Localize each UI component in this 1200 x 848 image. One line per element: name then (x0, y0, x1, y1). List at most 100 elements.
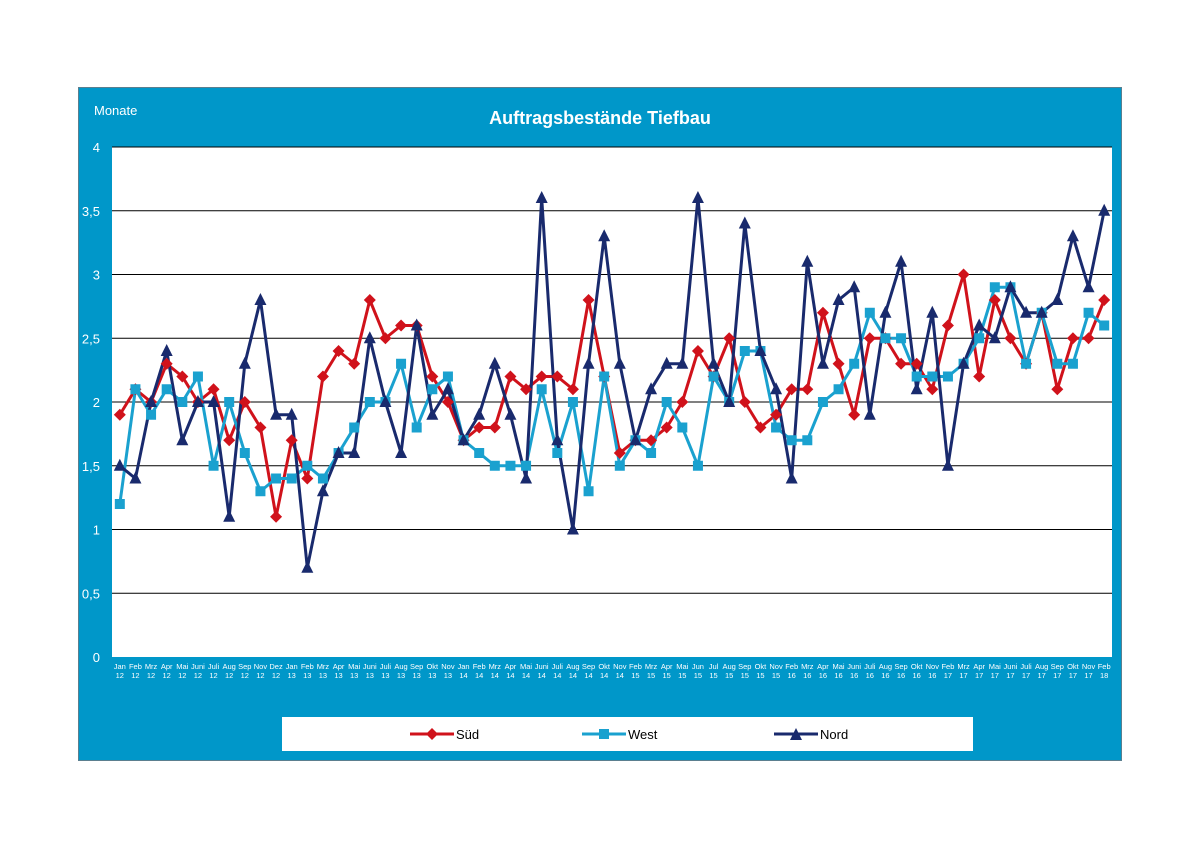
x-tick-label: 16 (834, 671, 842, 680)
data-point-nord (785, 471, 798, 484)
x-tick-label: Feb (785, 662, 798, 671)
data-point-sued (316, 370, 329, 383)
series-markers (113, 191, 1111, 573)
data-point-west (161, 384, 172, 395)
x-tick-label: 16 (881, 671, 889, 680)
data-point-nord (160, 344, 173, 356)
data-point-west (364, 397, 375, 407)
x-tick-label: 12 (163, 671, 171, 680)
data-point-sued (770, 408, 783, 421)
data-point-west (286, 473, 297, 484)
data-point-nord (176, 433, 189, 446)
data-point-nord (551, 433, 564, 446)
data-point-sued (738, 396, 751, 408)
x-tick-label: Mai (520, 662, 532, 671)
data-point-west (349, 422, 360, 433)
data-point-sued (910, 357, 923, 370)
data-point-west (1021, 358, 1032, 369)
data-point-west (739, 346, 750, 356)
x-tick-label: 14 (522, 671, 530, 680)
data-point-nord (691, 191, 704, 203)
data-point-west (224, 397, 235, 407)
data-point-west (583, 486, 594, 497)
data-point-nord (848, 280, 861, 293)
x-tick-label: 14 (506, 671, 514, 680)
x-tick-label: Apr (161, 662, 173, 671)
data-point-sued (332, 345, 345, 357)
data-point-nord (410, 318, 423, 331)
data-point-nord (738, 216, 751, 229)
x-tick-label: 16 (913, 671, 921, 680)
data-point-nord (879, 305, 892, 318)
data-point-nord (676, 356, 689, 369)
x-tick-label: Mai (989, 662, 1001, 671)
x-tick-label: Sep (1051, 662, 1064, 671)
x-tick-label: Feb (941, 662, 954, 671)
data-point-sued (488, 421, 501, 434)
x-tick-label: 13 (397, 671, 405, 680)
data-point-nord (613, 356, 626, 369)
data-point-nord (285, 407, 298, 420)
x-tick-label: Okt (911, 662, 924, 671)
data-point-sued (348, 357, 361, 370)
data-point-west (817, 397, 828, 407)
data-point-west (661, 397, 672, 407)
data-point-sued (207, 383, 220, 396)
series-line-nord (118, 196, 1106, 570)
x-tick-label: Sep (582, 662, 595, 671)
legend-swatch-sued (410, 728, 454, 740)
x-tick-label: 18 (1100, 671, 1108, 680)
data-point-nord (754, 344, 767, 356)
x-tick-label: Aug (879, 662, 892, 671)
data-point-sued (551, 370, 564, 383)
y-tick-label: 3,5 (82, 204, 100, 219)
data-point-nord (1004, 280, 1017, 293)
x-tick-label: Okt (755, 662, 768, 671)
data-point-sued (988, 294, 1001, 306)
x-tick-label: 14 (553, 671, 561, 680)
data-point-west (474, 448, 485, 458)
data-point-nord (426, 407, 439, 420)
legend: Süd West Nord (282, 717, 973, 751)
data-point-sued (848, 408, 861, 421)
data-point-west (646, 448, 657, 458)
data-point-sued (957, 268, 970, 281)
x-tick-label: 14 (600, 671, 608, 680)
x-tick-label: Mrz (957, 662, 970, 671)
data-point-west (567, 397, 578, 407)
legend-label-sued: Süd (456, 726, 480, 742)
data-point-sued (832, 357, 845, 370)
x-tick-label: Aug (223, 662, 236, 671)
x-tick-label: 16 (819, 671, 827, 680)
x-tick-label: Okt (426, 662, 439, 671)
legend-label-west: West (628, 726, 658, 742)
x-tick-label: Nov (254, 662, 268, 671)
legend-item-sued: Süd (410, 717, 479, 751)
x-tick-label: Apr (973, 662, 985, 671)
data-point-west (114, 499, 125, 509)
x-tick-label: 13 (334, 671, 342, 680)
x-tick-label: Apr (505, 662, 517, 671)
data-point-sued (801, 383, 814, 396)
x-tick-label: 13 (381, 671, 389, 680)
x-tick-label: Aug (723, 662, 736, 671)
x-tick-label: 14 (569, 671, 577, 680)
x-tick-label: Jan (458, 662, 470, 671)
data-point-west (896, 333, 907, 344)
data-point-nord (801, 254, 814, 267)
data-point-nord (129, 471, 142, 484)
data-point-nord (113, 458, 126, 471)
data-point-nord (348, 446, 361, 458)
x-tick-labels: Jan12Feb12Mrz12Apr12Mai12Juni12Juli12Aug… (114, 662, 1111, 680)
x-tick-label: Nov (613, 662, 627, 671)
y-tick-label: 1 (93, 523, 100, 538)
data-point-nord (926, 305, 939, 318)
x-tick-label: Dez (269, 662, 283, 671)
x-tick-label: 13 (350, 671, 358, 680)
data-point-nord (316, 484, 329, 497)
data-point-nord (816, 356, 829, 369)
x-tick-label: 12 (272, 671, 280, 680)
y-tick-label: 4 (93, 140, 100, 155)
x-tick-label: 17 (1006, 671, 1014, 680)
